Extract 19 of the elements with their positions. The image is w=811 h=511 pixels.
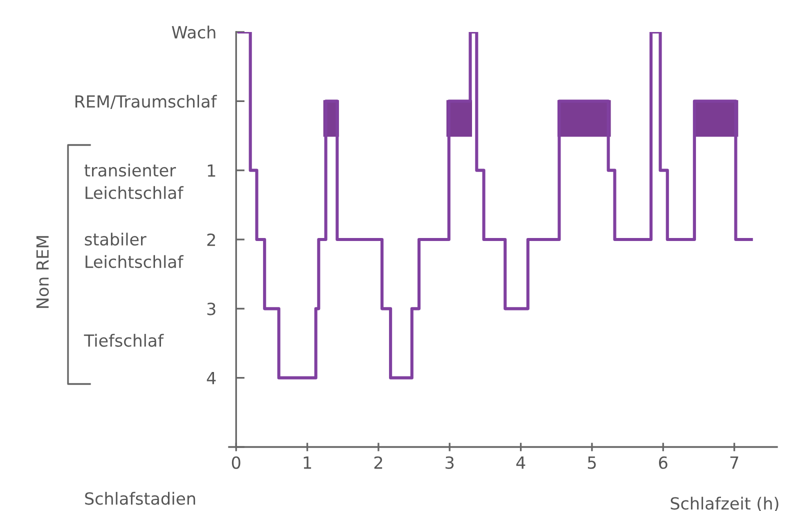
x-tick-label: 3 (446, 456, 454, 469)
x-tick-label: 6 (658, 456, 668, 469)
text: Tiefschlaf (84, 334, 164, 347)
y-tick-label: 3 (207, 302, 216, 316)
text: Non REM (36, 236, 49, 308)
text: transienter Leichtschlaf (84, 164, 184, 200)
x-tick-label: 2 (374, 456, 382, 469)
text: stabiler Leichtschlaf (84, 232, 184, 268)
x-tick-label: 4 (516, 456, 526, 469)
y-tick-label: 4 (206, 372, 216, 384)
y-tick-label: REM/Traumschlaf (76, 94, 217, 110)
x-tick-label: 7 (730, 456, 738, 469)
y-tick-label: 2 (207, 233, 216, 246)
y-tick-label: 1 (208, 164, 216, 177)
text: Schlafstadien (85, 492, 196, 505)
x-tick-label: 0 (232, 456, 240, 469)
x-tick-label: 1 (304, 456, 312, 469)
x-tick-label: 5 (588, 456, 596, 469)
y-tick-label: Wach (172, 26, 216, 39)
